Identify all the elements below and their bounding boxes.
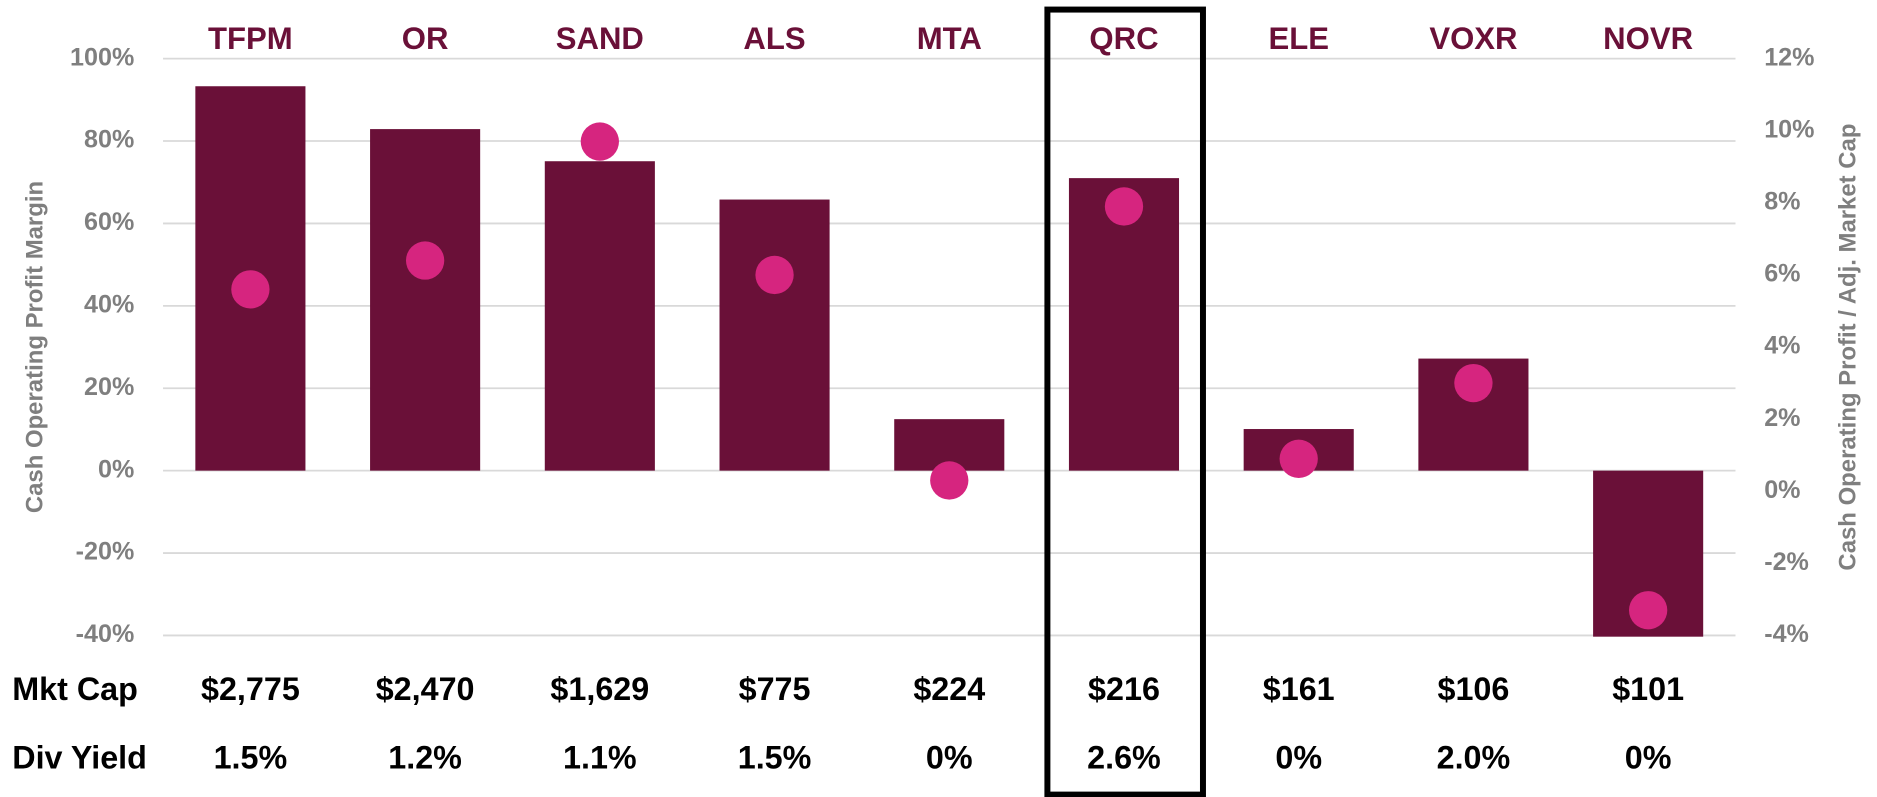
dot xyxy=(580,122,619,161)
y2-tick-label: -2% xyxy=(1764,548,1809,576)
category-label: ALS xyxy=(743,21,805,56)
table-cell: 0% xyxy=(926,739,973,775)
y-tick-label: 80% xyxy=(84,126,134,154)
category-label: ELE xyxy=(1268,21,1329,56)
category-label: TFPM xyxy=(208,21,293,56)
y2-axis-label: Cash Operating Profit / Adj. Market Cap xyxy=(1835,124,1862,571)
bar xyxy=(1068,178,1180,471)
table-cell: 1.2% xyxy=(388,739,462,775)
table-cell: $161 xyxy=(1263,671,1335,707)
y-tick-label: 40% xyxy=(84,290,134,318)
category-label: VOXR xyxy=(1429,21,1517,56)
y2-tick-label: 2% xyxy=(1764,404,1800,432)
y-axis-label: Cash Operating Profit Margin xyxy=(22,181,49,513)
y2-tick-label: 4% xyxy=(1764,332,1800,360)
table-cell: $2,775 xyxy=(201,671,300,707)
y2-tick-label: 0% xyxy=(1764,476,1800,504)
dot xyxy=(405,241,445,280)
dot xyxy=(1279,439,1318,478)
table-cell: $106 xyxy=(1437,671,1509,707)
y2-tick-label: -4% xyxy=(1764,620,1809,648)
bar xyxy=(719,199,830,471)
y-tick-label: 60% xyxy=(84,208,134,236)
dot xyxy=(1628,591,1668,630)
category-label: QRC xyxy=(1089,21,1158,56)
table-cell: 0% xyxy=(1275,739,1322,775)
y2-tick-label: 8% xyxy=(1764,187,1800,215)
y2-tick-label: 6% xyxy=(1764,260,1800,288)
table-cell: 2.6% xyxy=(1087,739,1161,775)
dot xyxy=(755,255,794,295)
category-label: OR xyxy=(402,21,449,56)
category-label: SAND xyxy=(556,21,644,56)
y-tick-label: 100% xyxy=(70,43,134,71)
table-cell: 0% xyxy=(1625,739,1672,775)
dot xyxy=(231,270,270,309)
y-tick-label: 0% xyxy=(98,455,134,483)
table-cell: 1.1% xyxy=(563,739,637,775)
table-cell: $2,470 xyxy=(376,671,475,707)
y-tick-label: -20% xyxy=(76,538,135,566)
table-row-label: Div Yield xyxy=(12,739,147,775)
table-cell: $775 xyxy=(739,671,811,707)
table-cell: $224 xyxy=(913,671,985,707)
dot xyxy=(930,461,969,500)
table-cell: 1.5% xyxy=(738,739,812,775)
table-cell: 1.5% xyxy=(214,739,288,775)
table-cell: $1,629 xyxy=(550,671,649,707)
table-cell: $216 xyxy=(1088,671,1160,707)
dot xyxy=(1104,187,1144,226)
category-label: NOVR xyxy=(1603,21,1693,56)
highlight-box xyxy=(1044,6,1206,797)
bar xyxy=(544,161,655,471)
bar xyxy=(370,129,481,471)
table-cell: $101 xyxy=(1612,671,1684,707)
table-cell: 2.0% xyxy=(1437,739,1511,775)
dot xyxy=(1454,363,1493,403)
y-tick-label: -40% xyxy=(76,620,135,648)
table-row-label: Mkt Cap xyxy=(12,671,138,707)
y-tick-label: 20% xyxy=(84,373,134,401)
y2-tick-label: 10% xyxy=(1764,115,1814,143)
y2-tick-label: 12% xyxy=(1764,43,1814,71)
category-label: MTA xyxy=(917,21,982,56)
